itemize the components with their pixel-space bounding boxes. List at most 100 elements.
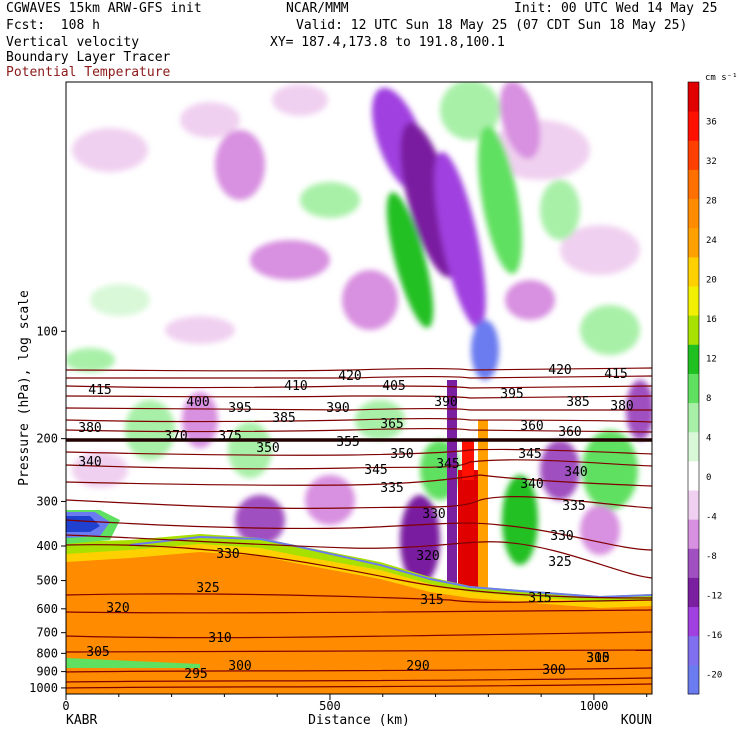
theta-label: 420	[338, 369, 361, 384]
theta-label: 295	[184, 667, 207, 682]
theta-label-text: 400	[186, 395, 209, 410]
colorbar-tick-label: 4	[706, 433, 711, 443]
y-tick-label: 300	[36, 494, 58, 508]
theta-label-text: 420	[548, 363, 571, 378]
theta-label: 345	[436, 457, 459, 472]
y-tick-label: 800	[36, 646, 58, 660]
theta-label: 335	[562, 499, 585, 514]
theta-label-layer: 415 410 420 405 420 415 400 395 385 390 390 395 385 3…	[78, 363, 633, 682]
theta-label: 320	[416, 549, 439, 564]
colorbar: 36 32 28 24 20 16 12 8 4 0 -4 -8 -12 -16 -20	[687, 81, 722, 695]
theta-label-text: 305	[86, 645, 109, 660]
field-potential-temperature: Potential Temperature	[6, 65, 171, 80]
theta-label: 305	[586, 651, 609, 666]
theta-label: 395	[500, 387, 523, 402]
theta-label-text: 330	[422, 507, 445, 522]
theta-label: 330	[550, 529, 573, 544]
colorbar-swatch	[688, 490, 699, 520]
theta-label-text: 385	[272, 411, 295, 426]
theta-label-text: 295	[184, 667, 207, 682]
theta-label: 390	[434, 395, 457, 410]
colorbar-swatch	[688, 577, 699, 608]
theta-label: 325	[196, 581, 219, 596]
colorbar-swatch	[688, 286, 699, 316]
theta-label: 345	[364, 463, 387, 478]
theta-label-text: 350	[390, 447, 413, 462]
model-title: CGWAVES 15km ARW-GFS init	[6, 1, 202, 16]
theta-label: 390	[326, 401, 349, 416]
theta-label: 420	[548, 363, 571, 378]
colorbar-swatch	[688, 169, 699, 200]
y-tick-label: 1000	[29, 681, 58, 695]
colorbar-swatch	[688, 519, 699, 549]
colorbar-swatch	[688, 140, 699, 170]
theta-label: 300	[542, 663, 565, 678]
theta-label-text: 310	[586, 651, 609, 666]
theta-label: 360	[520, 419, 543, 434]
colorbar-swatch	[688, 111, 699, 141]
theta-label: 355	[336, 435, 359, 450]
theta-label: 380	[610, 399, 633, 414]
init-time: Init: 00 UTC Wed 14 May 25	[514, 1, 718, 16]
colorbar-swatch	[688, 315, 699, 345]
theta-label: 300	[228, 659, 251, 674]
theta-label-text: 330	[216, 547, 239, 562]
theta-label-text: 325	[196, 581, 219, 596]
theta-label-text: 365	[380, 417, 403, 432]
theta-label: 415	[88, 383, 111, 398]
y-tick-label: 900	[36, 665, 58, 679]
theta-label: 340	[564, 465, 587, 480]
colorbar-unit-label: cm s⁻¹	[705, 73, 738, 83]
cross-section-endpoints: XY= 187.4,173.8 to 191.8,100.1	[270, 35, 505, 50]
x-tick-label: 0	[62, 699, 69, 713]
forecast-hour: Fcst: 108 h	[6, 18, 100, 33]
colorbar-tick-label: -8	[706, 552, 717, 562]
theta-label: 385	[272, 411, 295, 426]
theta-label-text: 345	[518, 447, 541, 462]
theta-label: 290	[406, 659, 429, 674]
theta-label: 340	[520, 477, 543, 492]
colorbar-tick-label: 24	[706, 236, 717, 246]
colorbar-tick-label: 16	[706, 315, 717, 325]
theta-label: 365	[380, 417, 403, 432]
theta-label: 315	[528, 591, 551, 606]
theta-label: 325	[548, 555, 571, 570]
y-tick-label: 400	[36, 539, 58, 553]
theta-label-text: 320	[106, 601, 129, 616]
theta-label-text: 335	[562, 499, 585, 514]
theta-label-text: 300	[228, 659, 251, 674]
theta-label: 305	[86, 645, 109, 660]
theta-label: 380	[78, 421, 101, 436]
theta-label-text: 370	[164, 429, 187, 444]
colorbar-tick-label: 8	[706, 394, 711, 404]
theta-label-text: 345	[364, 463, 387, 478]
colorbar-swatch	[688, 402, 699, 433]
theta-label: 330	[216, 547, 239, 562]
theta-label: 410	[284, 379, 307, 394]
colorbar-swatch	[688, 664, 699, 695]
theta-label-text: 330	[550, 529, 573, 544]
colorbar-swatch	[688, 431, 699, 462]
theta-label: 345	[518, 447, 541, 462]
theta-label-text: 320	[416, 549, 439, 564]
colorbar-tick-label: 28	[706, 196, 717, 206]
left-station-label: KABR	[66, 713, 97, 728]
y-tick-label: 600	[36, 602, 58, 616]
colorbar-swatch	[688, 373, 699, 404]
x-tick-label: 1000	[579, 699, 608, 713]
theta-label: 310	[586, 651, 609, 666]
theta-label: 415	[604, 367, 627, 382]
colorbar-tick-label: 20	[706, 275, 717, 285]
y-tick-label: 100	[36, 324, 58, 338]
theta-label: 340	[78, 455, 101, 470]
field-vertical-velocity: Vertical velocity	[6, 35, 140, 50]
valid-time: Valid: 12 UTC Sun 18 May 25 (07 CDT Sun …	[296, 18, 688, 33]
colorbar-swatch	[688, 82, 699, 112]
theta-label-text: 395	[500, 387, 523, 402]
theta-label: 350	[256, 441, 279, 456]
y-tick-label: 200	[36, 432, 58, 446]
field-boundary-layer-tracer: Boundary Layer Tracer	[6, 50, 171, 65]
theta-label: 400	[186, 395, 209, 410]
theta-label-text: 420	[338, 369, 361, 384]
theta-label-text: 290	[406, 659, 429, 674]
